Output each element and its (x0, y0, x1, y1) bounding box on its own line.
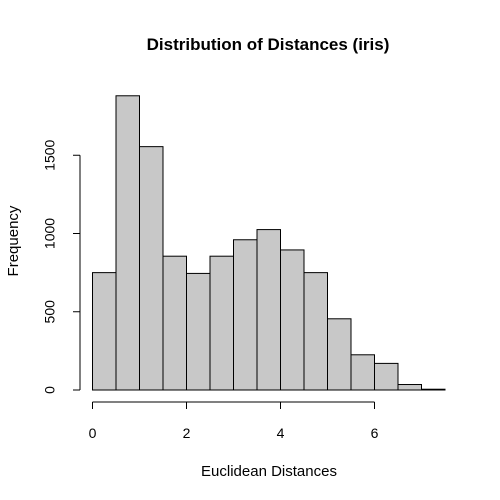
y-tick-label: 1000 (42, 218, 58, 249)
y-axis-title: Frequency (5, 205, 22, 276)
histogram-bar (327, 318, 352, 391)
histogram-bar (421, 388, 446, 391)
x-tick-label: 2 (183, 425, 191, 441)
y-tick-label: 500 (42, 300, 58, 324)
x-tick-label: 4 (277, 425, 285, 441)
y-tick-label: 1500 (42, 139, 58, 170)
histogram-bar (233, 239, 258, 391)
y-axis: 0 500 1000 1500 (42, 139, 81, 394)
histogram-bar (115, 95, 140, 391)
histogram-bar (350, 354, 375, 391)
y-tick-label: 0 (42, 386, 58, 394)
histogram-bar (374, 362, 399, 391)
histogram-bar (139, 146, 164, 391)
histogram-bar (303, 272, 328, 391)
histogram-bar (280, 249, 305, 391)
chart-title: Distribution of Distances (iris) (147, 35, 390, 54)
x-axis: 0 2 4 6 (89, 401, 379, 441)
histogram-bar (92, 272, 117, 391)
histogram-bar (186, 272, 211, 391)
histogram-bar (256, 229, 281, 391)
x-tick-label: 0 (89, 425, 97, 441)
histogram-bar (397, 384, 422, 391)
x-tick-label: 6 (371, 425, 379, 441)
x-axis-title: Euclidean Distances (201, 463, 337, 480)
histogram-bars (92, 95, 446, 391)
histogram-bar (209, 255, 234, 391)
histogram-bar (162, 255, 187, 391)
